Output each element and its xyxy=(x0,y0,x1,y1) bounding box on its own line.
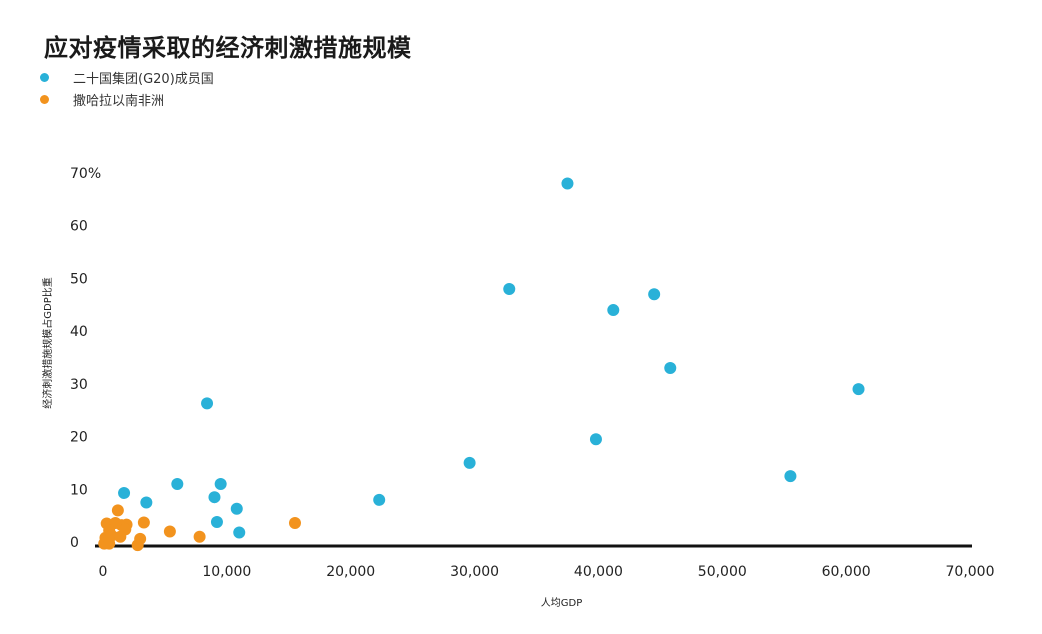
data-point-ssa xyxy=(131,539,144,552)
x-tick-label: 30,000 xyxy=(450,564,499,580)
data-point-g20 xyxy=(589,433,602,446)
data-point-ssa xyxy=(114,530,127,543)
data-point-ssa xyxy=(137,516,150,529)
y-tick-label: 60 xyxy=(70,219,88,235)
y-axis-title: 经济刺激措施规模占GDP比重 xyxy=(41,277,54,408)
x-tick-label: 70,000 xyxy=(946,564,995,580)
data-point-ssa xyxy=(163,525,176,538)
legend: 二十国集团(G20)成员国 撒哈拉以南非洲 xyxy=(40,66,214,110)
data-point-g20 xyxy=(852,383,865,396)
data-point-ssa xyxy=(103,537,116,550)
legend-item-ssa: 撒哈拉以南非洲 xyxy=(40,88,214,110)
data-point-ssa xyxy=(288,517,301,530)
data-point-g20 xyxy=(118,486,131,499)
data-point-g20 xyxy=(208,491,221,504)
legend-swatch-ssa xyxy=(40,94,49,104)
y-tick-label: 30 xyxy=(70,377,88,393)
data-point-ssa xyxy=(193,530,206,543)
data-point-ssa xyxy=(111,504,124,517)
data-point-g20 xyxy=(648,288,661,301)
legend-label-ssa: 撒哈拉以南非洲 xyxy=(73,93,165,109)
chart-title: 应对疫情采取的经济刺激措施规模 xyxy=(44,34,412,62)
data-point-g20 xyxy=(230,502,243,515)
data-point-g20 xyxy=(140,496,153,509)
x-tick-label: 0 xyxy=(99,564,108,580)
data-point-g20 xyxy=(561,177,574,190)
data-point-g20 xyxy=(233,526,246,539)
y-tick-label: 20 xyxy=(70,430,88,446)
y-tick-label: 40 xyxy=(70,324,88,340)
data-point-g20 xyxy=(664,362,677,375)
data-point-g20 xyxy=(373,493,386,506)
data-point-g20 xyxy=(171,478,184,491)
x-tick-label: 50,000 xyxy=(698,564,747,580)
y-tick-label: 50 xyxy=(70,271,88,287)
x-tick-label: 40,000 xyxy=(574,564,623,580)
y-tick-label: 0 xyxy=(70,535,79,551)
legend-item-g20: 二十国集团(G20)成员国 xyxy=(40,66,214,88)
data-point-g20 xyxy=(784,470,797,483)
data-point-g20 xyxy=(201,397,214,410)
data-points xyxy=(98,177,865,552)
legend-swatch-g20 xyxy=(40,72,49,82)
data-point-g20 xyxy=(463,456,476,469)
y-tick-label: 10 xyxy=(70,482,88,498)
x-tick-label: 20,000 xyxy=(326,564,375,580)
data-point-g20 xyxy=(210,515,223,528)
data-point-g20 xyxy=(214,478,227,491)
legend-label-g20: 二十国集团(G20)成员国 xyxy=(73,71,214,87)
data-point-g20 xyxy=(607,304,620,317)
x-axis-title: 人均GDP xyxy=(541,597,582,609)
y-tick-label: 70% xyxy=(70,166,101,182)
y-tick-labels: 0 10 20 30 40 50 60 70% xyxy=(70,166,101,551)
x-tick-label: 60,000 xyxy=(822,564,871,580)
data-point-g20 xyxy=(503,282,516,295)
x-tick-labels: 0 10,000 20,000 30,000 40,000 50,000 60,000 70,… xyxy=(99,564,995,580)
x-tick-label: 10,000 xyxy=(202,564,251,580)
